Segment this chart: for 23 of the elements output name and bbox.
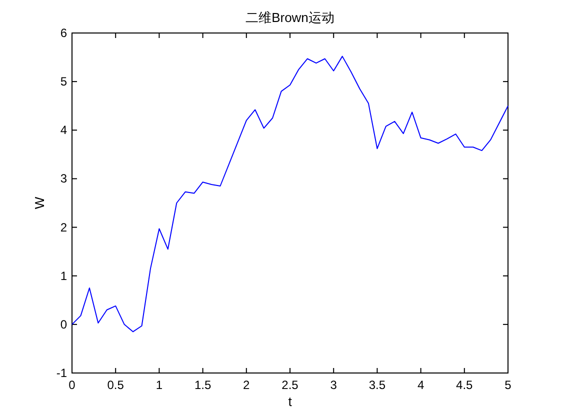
x-tick-label: 3.5 xyxy=(368,378,386,392)
y-tick-label: 6 xyxy=(60,26,68,40)
y-axis-title: W xyxy=(32,196,47,210)
x-tick-label: 1.5 xyxy=(194,378,212,392)
x-tick-label: 2.5 xyxy=(282,378,299,392)
chart-title: 二维Brown运动 xyxy=(246,10,334,25)
line-series xyxy=(72,56,508,332)
x-tick-label: 4 xyxy=(417,378,424,392)
y-tick-label: 4 xyxy=(60,123,68,138)
x-tick-label: 4.5 xyxy=(456,378,474,392)
x-tick-label: 0.5 xyxy=(107,378,124,392)
y-tick-label: 0 xyxy=(60,317,68,332)
x-tick-label: 0 xyxy=(68,378,76,392)
x-tick-label: 3 xyxy=(330,378,338,392)
y-tick-label: 3 xyxy=(60,172,68,186)
x-tick-label: 5 xyxy=(504,378,512,392)
y-tick-label: 5 xyxy=(60,74,68,89)
y-tick-label: -1 xyxy=(56,366,68,380)
x-axis-title: t xyxy=(288,394,292,409)
y-tick-label: 1 xyxy=(60,268,68,283)
x-tick-label: 1 xyxy=(156,378,163,392)
x-tick-label: 2 xyxy=(243,378,250,392)
y-tick-label: 2 xyxy=(60,220,68,234)
